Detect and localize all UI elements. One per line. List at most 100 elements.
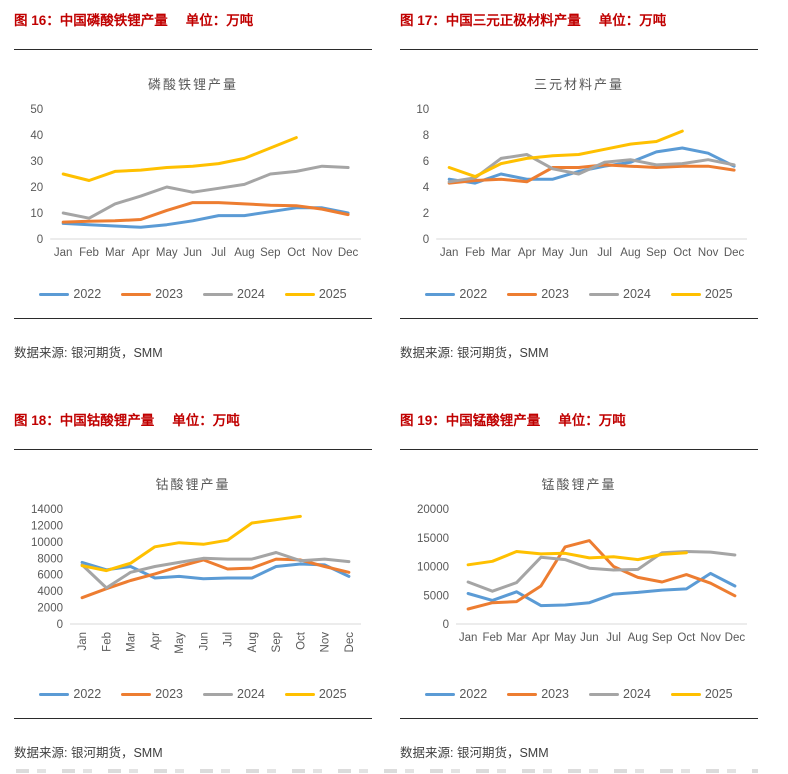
chart-lmo-legend: 2022 2023 2024 2025 <box>425 687 733 702</box>
svg-text:Mar: Mar <box>491 247 511 259</box>
svg-text:Apr: Apr <box>518 247 536 259</box>
divider <box>400 49 758 50</box>
legend-item-2025: 2025 <box>284 687 347 702</box>
legend-line-swatch <box>425 293 456 296</box>
svg-text:10: 10 <box>416 104 429 116</box>
legend-item-2025: 2025 <box>670 687 733 702</box>
legend-line-swatch <box>203 693 233 696</box>
figure-19-unit: 单位：万吨 <box>558 413 626 428</box>
svg-text:Aug: Aug <box>234 247 254 259</box>
legend-label: 2025 <box>318 287 347 301</box>
svg-text:10: 10 <box>30 208 43 220</box>
legend-item-2022: 2022 <box>39 687 101 702</box>
svg-text:Aug: Aug <box>628 632 648 644</box>
svg-text:Feb: Feb <box>79 247 99 259</box>
svg-text:Jul: Jul <box>223 632 235 647</box>
legend-item-2024: 2024 <box>589 687 651 702</box>
svg-text:Dec: Dec <box>725 632 746 644</box>
source-note: 数据来源: 银河期货，SMM <box>14 346 163 360</box>
svg-text:2: 2 <box>423 208 429 220</box>
svg-text:Oct: Oct <box>677 632 696 644</box>
svg-text:Sep: Sep <box>646 247 666 259</box>
svg-text:0: 0 <box>37 234 43 246</box>
figure-16-heading: 图 16：中国磷酸铁锂产量 单位：万吨 <box>14 12 372 29</box>
figure-17-heading: 图 17：中国三元正极材料产量 单位：万吨 <box>400 12 758 29</box>
legend-item-2022: 2022 <box>425 687 487 702</box>
legend-label: 2023 <box>155 687 183 701</box>
svg-text:20: 20 <box>30 182 43 194</box>
legend-label: 2024 <box>623 287 651 301</box>
svg-text:Jun: Jun <box>580 632 599 644</box>
source-note: 数据来源: 银河期货，SMM <box>400 346 549 360</box>
svg-text:8000: 8000 <box>37 553 63 565</box>
svg-text:Jan: Jan <box>54 247 73 259</box>
svg-text:50: 50 <box>30 104 43 116</box>
legend-line-swatch <box>284 693 315 696</box>
legend-label: 2023 <box>155 287 183 301</box>
legend-label: 2022 <box>459 287 488 301</box>
legend-label: 2023 <box>541 287 569 301</box>
legend-label: 2022 <box>73 687 102 701</box>
chart-lco-legend: 2022 2023 2024 2025 <box>39 687 347 702</box>
legend-item-2024: 2024 <box>589 287 651 302</box>
legend-item-2023: 2023 <box>121 287 183 302</box>
chart-lfp: 磷酸铁锂产量 0 10 20 30 40 50 Jan Feb Mar Apr May Jun Jul A… <box>14 50 372 318</box>
svg-text:Oct: Oct <box>295 631 307 650</box>
chart-ncm: 三元材料产量 0 2 4 6 8 10 Jan Feb Mar Apr May Jun Jul Aug Se… <box>400 50 758 318</box>
svg-text:Nov: Nov <box>320 632 332 653</box>
chart-lmo-title: 锰酸锂产量 <box>541 477 617 492</box>
figure-19-label: 图 19：中国锰酸锂产量 <box>400 413 541 428</box>
svg-text:20000: 20000 <box>417 504 449 516</box>
svg-text:Nov: Nov <box>700 632 721 644</box>
legend-label: 2024 <box>237 687 265 701</box>
svg-text:May: May <box>554 632 576 644</box>
legend-line-swatch <box>121 693 152 696</box>
svg-text:Aug: Aug <box>620 247 640 259</box>
chart-lfp-title: 磷酸铁锂产量 <box>147 77 238 92</box>
legend-label: 2025 <box>318 687 347 701</box>
svg-text:10000: 10000 <box>31 537 63 549</box>
legend-item-2025: 2025 <box>284 287 347 302</box>
legend-line-swatch <box>589 693 619 696</box>
legend-label: 2022 <box>459 687 488 701</box>
svg-text:Dec: Dec <box>724 247 745 259</box>
legend-line-swatch <box>670 293 701 296</box>
divider <box>14 718 372 719</box>
svg-text:15000: 15000 <box>417 533 449 545</box>
svg-text:Jul: Jul <box>606 632 621 644</box>
svg-text:Jun: Jun <box>198 632 210 651</box>
svg-text:Jan: Jan <box>77 632 89 651</box>
svg-text:Jun: Jun <box>183 247 202 259</box>
legend-item-2023: 2023 <box>121 687 183 702</box>
svg-text:Feb: Feb <box>465 247 485 259</box>
svg-text:Jul: Jul <box>211 247 226 259</box>
figure-18-label: 图 18：中国钴酸锂产量 <box>14 413 155 428</box>
figure-18-heading: 图 18：中国钴酸锂产量 单位：万吨 <box>14 412 372 429</box>
legend-line-swatch <box>507 693 538 696</box>
legend-line-swatch <box>589 293 619 296</box>
svg-text:May: May <box>542 247 564 259</box>
legend-item-2023: 2023 <box>507 687 569 702</box>
legend-line-swatch <box>39 293 70 296</box>
svg-text:Nov: Nov <box>698 247 719 259</box>
legend-line-swatch <box>203 293 233 296</box>
legend-line-swatch <box>284 293 315 296</box>
svg-text:4: 4 <box>423 182 430 194</box>
chart-lfp-canvas: 0 10 20 30 40 50 Jan Feb Mar Apr May Jun Jul Aug Sep Oc… <box>30 104 361 259</box>
svg-text:2000: 2000 <box>37 603 63 615</box>
source-note: 数据来源: 银河期货，SMM <box>14 746 163 760</box>
chart-ncm-title: 三元材料产量 <box>533 77 624 92</box>
chart-lco-canvas: 0 2000 4000 6000 8000 10000 12000 14000 Jan Feb Ma… <box>31 504 361 654</box>
figure-16-label: 图 16：中国磷酸铁锂产量 <box>14 13 168 28</box>
figure-16-section: 图 16：中国磷酸铁锂产量 单位：万吨 磷酸铁锂产量 0 10 20 30 40 50 Jan… <box>14 12 372 412</box>
svg-text:4000: 4000 <box>37 586 63 598</box>
svg-text:Nov: Nov <box>312 247 333 259</box>
svg-text:0: 0 <box>443 619 449 631</box>
svg-text:14000: 14000 <box>31 504 63 516</box>
legend-line-swatch <box>425 693 456 696</box>
svg-text:0: 0 <box>423 234 429 246</box>
legend-label: 2022 <box>73 287 102 301</box>
cropped-next-line-artifact <box>16 769 758 773</box>
chart-lco-title: 钴酸锂产量 <box>155 477 231 492</box>
